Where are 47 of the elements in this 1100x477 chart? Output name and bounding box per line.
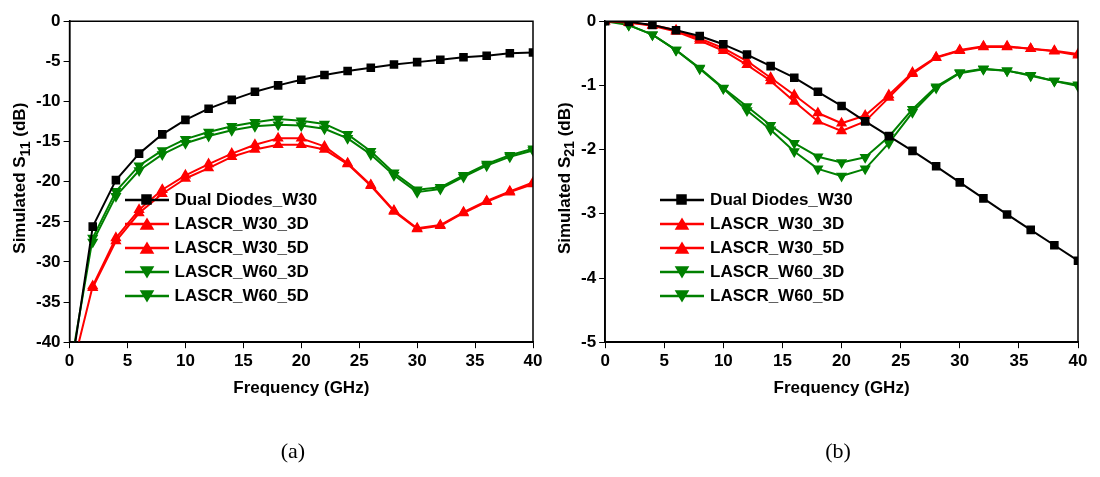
x-tick-label: 35 [1009,351,1029,371]
x-tick-label: 10 [713,351,733,371]
x-tick-label: 30 [950,351,970,371]
y-tick-label: -2 [580,139,597,159]
x-tick-label: 20 [291,351,311,371]
x-tick-label: 40 [1068,351,1088,371]
x-tick-label: 35 [465,351,485,371]
legend-label: LASCR_W60_3D [710,261,845,283]
x-tick-label: 0 [64,351,75,371]
legend-label: LASCR_W30_3D [710,213,845,235]
x-tick-label: 15 [772,351,792,371]
x-axis-title: Frequency (GHz) [233,378,370,398]
y-tick-label: -20 [35,171,61,191]
legend-label: LASCR_W60_3D [174,261,309,283]
y-tick-label: 0 [586,10,597,30]
legend-label: LASCR_W30_5D [174,237,309,259]
y-tick-label: -35 [35,291,61,311]
x-tick-label: 0 [600,351,610,371]
y-tick-label: 0 [51,10,61,30]
x-tick-label: 5 [122,351,133,371]
x-tick-label: 30 [407,351,427,371]
y-tick-label: -15 [35,131,61,151]
legend-label: LASCR_W60_5D [710,285,845,307]
x-tick-label: 25 [891,351,911,371]
x-tick-label: 5 [659,351,669,371]
x-axis-title: Frequency (GHz) [773,378,910,398]
x-tick-label: 40 [523,351,543,371]
y-tick-label: -4 [580,267,597,287]
y-tick-label: -1 [580,75,597,95]
y-tick-label: -5 [45,51,61,71]
legend-label: Dual Diodes_W30 [174,189,318,211]
y-tick-label: -10 [35,91,61,111]
y-tick-label: -30 [35,251,61,271]
text: (a) [279,438,307,464]
x-tick-label: 15 [233,351,253,371]
y-tick-label: -3 [580,203,597,223]
legend-label: LASCR_W60_5D [174,285,309,307]
x-tick-label: 25 [349,351,369,371]
y-tick-label: -25 [35,211,61,231]
legend-label: LASCR_W30_3D [174,213,309,235]
y-tick-label: -40 [35,331,61,351]
legend-label: Dual Diodes_W30 [710,189,853,211]
x-tick-label: 10 [175,351,195,371]
y-tick-label: -5 [580,331,597,351]
legend-label: LASCR_W30_5D [710,237,845,259]
text: (b) [824,438,852,464]
x-tick-label: 20 [832,351,852,371]
